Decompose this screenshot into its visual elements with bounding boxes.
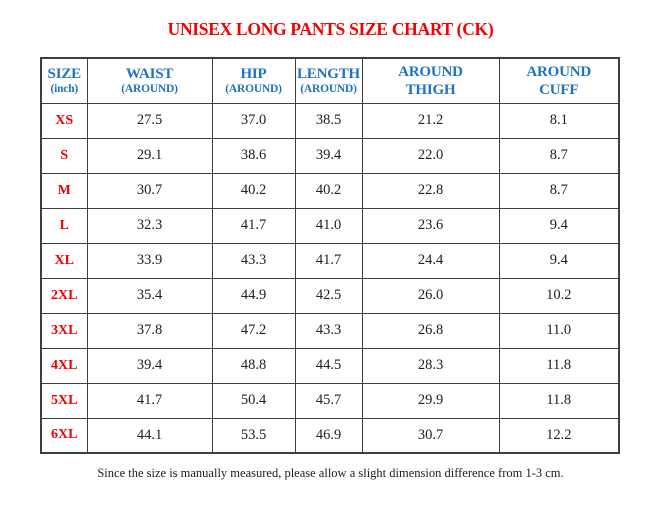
- length-value: 46.9: [294, 417, 363, 454]
- thigh-value: 22.8: [361, 172, 500, 209]
- table-row: M 30.7 40.2 40.2 22.8 8.7: [40, 172, 620, 209]
- table-row: XS 27.5 37.0 38.5 21.2 8.1: [40, 102, 620, 139]
- column-header-label: AROUND: [526, 63, 592, 80]
- column-header-around-thigh: AROUND THIGH: [361, 57, 500, 104]
- thigh-value: 26.8: [361, 312, 500, 349]
- size-label: S: [40, 137, 88, 174]
- column-header-sublabel: (AROUND): [121, 83, 178, 96]
- waist-value: 29.1: [86, 137, 213, 174]
- column-header-label: LENGTH: [297, 66, 360, 83]
- table-row: 5XL 41.7 50.4 45.7 29.9 11.8: [40, 382, 620, 419]
- cuff-value: 8.1: [498, 102, 620, 139]
- column-header-sublabel: (inch): [50, 83, 79, 96]
- cuff-value: 10.2: [498, 277, 620, 314]
- length-value: 40.2: [294, 172, 363, 209]
- thigh-value: 30.7: [361, 417, 500, 454]
- length-value: 44.5: [294, 347, 363, 384]
- cuff-value: 9.4: [498, 242, 620, 279]
- hip-value: 48.8: [211, 347, 296, 384]
- size-label: XL: [40, 242, 88, 279]
- length-value: 41.0: [294, 207, 363, 244]
- column-header-sublabel: (AROUND): [300, 83, 357, 96]
- hip-value: 40.2: [211, 172, 296, 209]
- hip-value: 53.5: [211, 417, 296, 454]
- table-row: 3XL 37.8 47.2 43.3 26.8 11.0: [40, 312, 620, 349]
- table-row: S 29.1 38.6 39.4 22.0 8.7: [40, 137, 620, 174]
- size-label: M: [40, 172, 88, 209]
- column-header-label: AROUND: [398, 63, 463, 80]
- hip-value: 41.7: [211, 207, 296, 244]
- page-title: UNISEX LONG PANTS SIZE CHART (CK): [167, 19, 494, 39]
- hip-value: 47.2: [211, 312, 296, 349]
- cuff-value: 9.4: [498, 207, 620, 244]
- hip-value: 44.9: [211, 277, 296, 314]
- thigh-value: 28.3: [361, 347, 500, 384]
- column-header-size: SIZE (inch): [40, 57, 88, 104]
- length-value: 41.7: [294, 242, 363, 279]
- column-header-label: SIZE: [47, 66, 82, 83]
- length-value: 39.4: [294, 137, 363, 174]
- waist-value: 37.8: [86, 312, 213, 349]
- size-label: 5XL: [40, 382, 88, 419]
- column-header-sublabel: THIGH: [405, 81, 456, 98]
- column-header-label: WAIST: [125, 66, 174, 83]
- hip-value: 43.3: [211, 242, 296, 279]
- thigh-value: 24.4: [361, 242, 500, 279]
- size-label: 3XL: [40, 312, 88, 349]
- column-header-sublabel: CUFF: [539, 81, 579, 98]
- table-row: 4XL 39.4 48.8 44.5 28.3 11.8: [40, 347, 620, 384]
- cuff-value: 8.7: [498, 172, 620, 209]
- hip-value: 50.4: [211, 382, 296, 419]
- cuff-value: 11.0: [498, 312, 620, 349]
- size-label: 4XL: [40, 347, 88, 384]
- size-label: XS: [40, 102, 88, 139]
- waist-value: 32.3: [86, 207, 213, 244]
- column-header-waist: WAIST (AROUND): [86, 57, 213, 104]
- waist-value: 35.4: [86, 277, 213, 314]
- size-label: L: [40, 207, 88, 244]
- length-value: 45.7: [294, 382, 363, 419]
- size-label: 2XL: [40, 277, 88, 314]
- length-value: 42.5: [294, 277, 363, 314]
- column-header-around-cuff: AROUND CUFF: [498, 57, 620, 104]
- column-header-sublabel: (AROUND): [225, 83, 282, 96]
- column-header-hip: HIP (AROUND): [211, 57, 296, 104]
- waist-value: 33.9: [86, 242, 213, 279]
- thigh-value: 29.9: [361, 382, 500, 419]
- length-value: 43.3: [294, 312, 363, 349]
- size-label: 6XL: [40, 417, 88, 454]
- cuff-value: 11.8: [498, 347, 620, 384]
- waist-value: 44.1: [86, 417, 213, 454]
- column-header-label: HIP: [240, 66, 267, 83]
- column-header-length: LENGTH (AROUND): [294, 57, 363, 104]
- waist-value: 27.5: [86, 102, 213, 139]
- size-chart-table: SIZE (inch) WAIST (AROUND) HIP (AROUND) …: [40, 57, 620, 454]
- cuff-value: 11.8: [498, 382, 620, 419]
- waist-value: 30.7: [86, 172, 213, 209]
- hip-value: 38.6: [211, 137, 296, 174]
- footer-note: Since the size is manually measured, ple…: [97, 466, 564, 480]
- waist-value: 41.7: [86, 382, 213, 419]
- thigh-value: 21.2: [361, 102, 500, 139]
- length-value: 38.5: [294, 102, 363, 139]
- thigh-value: 23.6: [361, 207, 500, 244]
- thigh-value: 22.0: [361, 137, 500, 174]
- hip-value: 37.0: [211, 102, 296, 139]
- cuff-value: 8.7: [498, 137, 620, 174]
- thigh-value: 26.0: [361, 277, 500, 314]
- header-row: SIZE (inch) WAIST (AROUND) HIP (AROUND) …: [40, 57, 620, 104]
- table-row: L 32.3 41.7 41.0 23.6 9.4: [40, 207, 620, 244]
- table-row: XL 33.9 43.3 41.7 24.4 9.4: [40, 242, 620, 279]
- cuff-value: 12.2: [498, 417, 620, 454]
- waist-value: 39.4: [86, 347, 213, 384]
- table-row: 6XL 44.1 53.5 46.9 30.7 12.2: [40, 417, 620, 454]
- table-row: 2XL 35.4 44.9 42.5 26.0 10.2: [40, 277, 620, 314]
